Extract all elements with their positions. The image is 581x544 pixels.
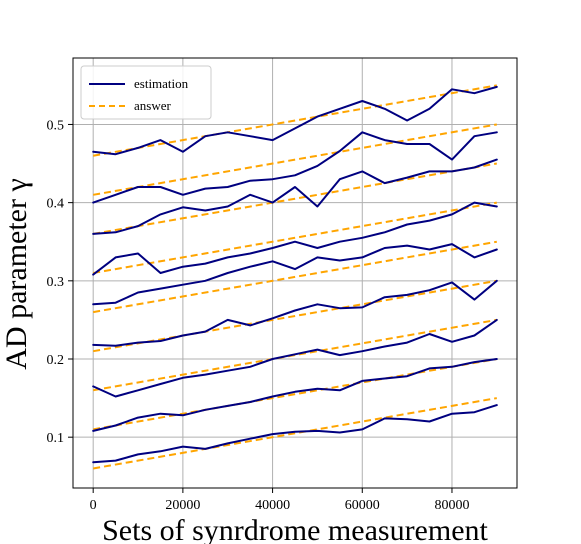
estimation-line-2	[92, 358, 498, 432]
y-tick-label: 0.4	[47, 197, 65, 212]
estimation-line-5	[92, 243, 498, 306]
estimation-line-8	[92, 131, 498, 204]
x-tick-label: 0	[90, 498, 97, 513]
legend-answer-label: answer	[134, 98, 171, 113]
legend-estimation-label: estimation	[134, 76, 189, 91]
estimation-line-6	[92, 201, 498, 276]
y-axis-label: AD parameter γ	[0, 178, 33, 370]
grid	[73, 58, 517, 488]
estimation-line-1	[92, 404, 498, 464]
answer-line-1	[93, 397, 497, 470]
y-tick-label: 0.1	[47, 431, 65, 446]
answer-line-5	[93, 240, 497, 314]
x-tick-label: 40000	[255, 498, 290, 513]
y-tick-label: 0.2	[47, 353, 65, 368]
y-tick-label: 0.3	[47, 275, 65, 290]
x-tick-label: 60000	[345, 498, 380, 513]
y-axis: 0.1 0.2 0.3 0.4 0.5	[47, 118, 73, 446]
plot-background	[73, 58, 517, 488]
estimation-line-9	[92, 85, 498, 156]
estimation-line-4	[92, 279, 498, 347]
x-axis-label: Sets of synrdrome measurement	[102, 514, 488, 544]
estimation-line-3	[92, 318, 498, 398]
estimation-lines	[92, 85, 498, 464]
x-tick-label: 20000	[165, 498, 200, 513]
estimation-line-7	[92, 158, 498, 235]
legend: estimation answer	[80, 65, 212, 120]
x-axis: 0 20000 40000 60000 80000	[90, 488, 469, 513]
answer-line-2	[93, 358, 497, 431]
plot-frame	[72, 57, 518, 489]
answer-line-4	[93, 279, 497, 353]
answer-line-8	[93, 123, 497, 196]
answer-line-9	[93, 84, 497, 157]
x-tick-label: 80000	[434, 498, 469, 513]
y-tick-label: 0.5	[47, 118, 65, 133]
answer-line-6	[93, 201, 497, 274]
answer-line-7	[93, 162, 497, 235]
